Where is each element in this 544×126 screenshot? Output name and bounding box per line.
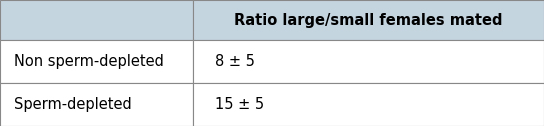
Bar bbox=[193, 83, 544, 126]
Text: 8 ± 5: 8 ± 5 bbox=[215, 54, 255, 69]
Bar bbox=[0, 40, 193, 83]
Text: Non sperm-depleted: Non sperm-depleted bbox=[14, 54, 164, 69]
Bar bbox=[0, 83, 193, 126]
Text: Sperm-depleted: Sperm-depleted bbox=[14, 97, 131, 112]
Text: Ratio large/small females mated: Ratio large/small females mated bbox=[234, 12, 503, 27]
Bar bbox=[193, 40, 544, 83]
Bar bbox=[0, 0, 193, 40]
Text: 15 ± 5: 15 ± 5 bbox=[215, 97, 264, 112]
Bar bbox=[193, 0, 544, 40]
